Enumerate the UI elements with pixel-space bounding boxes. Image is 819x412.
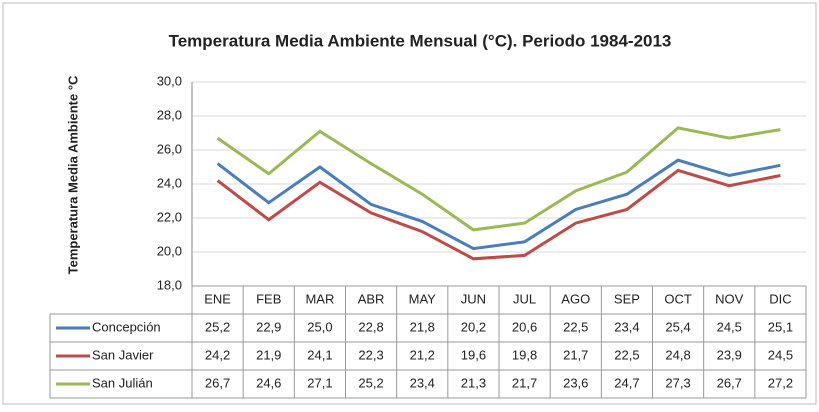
table-value: 21,7 [563, 347, 588, 362]
x-tick-label: ABR [358, 291, 385, 306]
y-tick-label: 18,0 [157, 277, 182, 292]
table-value: 25,2 [358, 375, 383, 390]
chart-frame [2, 2, 817, 405]
table-value: 27,1 [307, 375, 332, 390]
table-value: 25,1 [768, 319, 793, 334]
table-value: 22,3 [358, 347, 383, 362]
table-value: 26,7 [717, 375, 742, 390]
x-tick-label: NOV [715, 291, 744, 306]
x-tick-label: MAY [409, 291, 437, 306]
series-line [216, 168, 781, 261]
table-value: 24,2 [205, 347, 230, 362]
table-value: 23,6 [563, 375, 588, 390]
y-tick-label: 26,0 [157, 141, 182, 156]
y-tick-label: 24,0 [157, 175, 182, 190]
table-value: 27,2 [768, 375, 793, 390]
x-tick-label: DIC [769, 291, 791, 306]
x-tick-label: ENE [204, 291, 231, 306]
table-value: 24,8 [665, 347, 690, 362]
y-axis-label: Temperatura Media Ambiente °C [65, 75, 80, 274]
table-value: 22,9 [256, 319, 281, 334]
y-tick-label: 22,0 [157, 209, 182, 224]
legend-label: Concepción [92, 319, 161, 334]
table-value: 22,8 [358, 319, 383, 334]
y-tick-label: 30,0 [157, 73, 182, 88]
x-tick-label: AGO [561, 291, 590, 306]
table-value: 21,7 [512, 375, 537, 390]
x-tick-label: SEP [614, 291, 640, 306]
x-tick-label: FEB [256, 291, 281, 306]
table-value: 24,6 [256, 375, 281, 390]
table-value: 22,5 [563, 319, 588, 334]
series-line [216, 126, 781, 232]
table-value: 25,2 [205, 319, 230, 334]
table-value: 25,4 [665, 319, 690, 334]
x-tick-label: MAR [305, 291, 334, 306]
table-value: 23,4 [410, 375, 435, 390]
table-value: 27,3 [665, 375, 690, 390]
x-tick-label: JUN [461, 291, 486, 306]
table-value: 24,1 [307, 347, 332, 362]
table-value: 21,3 [461, 375, 486, 390]
table-value: 24,5 [717, 319, 742, 334]
table-value: 24,7 [614, 375, 639, 390]
x-tick-label: OCT [664, 291, 692, 306]
series-line [216, 158, 781, 251]
table-value: 23,4 [614, 319, 639, 334]
table-value: 21,8 [410, 319, 435, 334]
legend-label: San Julián [92, 375, 153, 390]
table-value: 19,6 [461, 347, 486, 362]
table-value: 20,6 [512, 319, 537, 334]
x-tick-label: JUL [513, 291, 536, 306]
y-tick-label: 28,0 [157, 107, 182, 122]
table-value: 26,7 [205, 375, 230, 390]
table-value: 20,2 [461, 319, 486, 334]
legend-label: San Javier [92, 347, 154, 362]
table-value: 21,2 [410, 347, 435, 362]
table-value: 21,9 [256, 347, 281, 362]
table-value: 22,5 [614, 347, 639, 362]
y-tick-label: 20,0 [157, 243, 182, 258]
chart-title: Temperatura Media Ambiente Mensual (°C).… [169, 31, 672, 50]
table-value: 19,8 [512, 347, 537, 362]
table-value: 25,0 [307, 319, 332, 334]
table-value: 24,5 [768, 347, 793, 362]
table-value: 23,9 [717, 347, 742, 362]
